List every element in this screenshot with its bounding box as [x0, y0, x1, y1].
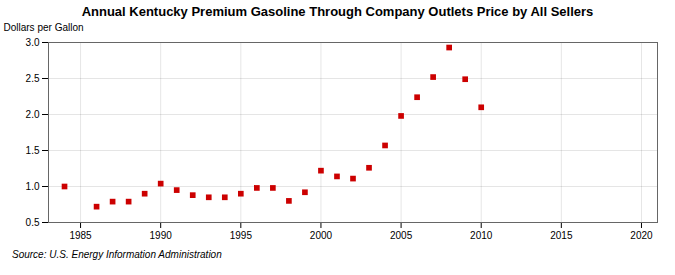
html-text:Annual Kentucky Premium Gasoli: Annual Kentucky Premium Gasoline Through…: [81, 4, 594, 19]
svg-text:1990: 1990: [150, 230, 173, 241]
svg-text:1.5: 1.5: [26, 145, 40, 156]
svg-text:3.0: 3.0: [26, 37, 40, 48]
svg-text:1995: 1995: [230, 230, 253, 241]
svg-text:2.5: 2.5: [26, 73, 40, 84]
svg-text:2020: 2020: [630, 230, 653, 241]
html-text:Source: U.S. Energy Informatio: Source: U.S. Energy Information Administ…: [12, 249, 222, 260]
svg-text:2010: 2010: [470, 230, 493, 241]
svg-text:1985: 1985: [69, 230, 92, 241]
svg-text:Dollars per Gallon: Dollars per Gallon: [4, 22, 84, 33]
svg-text:2005: 2005: [390, 230, 413, 241]
svg-text:2000: 2000: [310, 230, 333, 241]
svg-text:2015: 2015: [550, 230, 573, 241]
svg-text:2.0: 2.0: [26, 109, 40, 120]
svg-text:0.5: 0.5: [26, 217, 40, 228]
svg-text:1.0: 1.0: [26, 181, 40, 192]
